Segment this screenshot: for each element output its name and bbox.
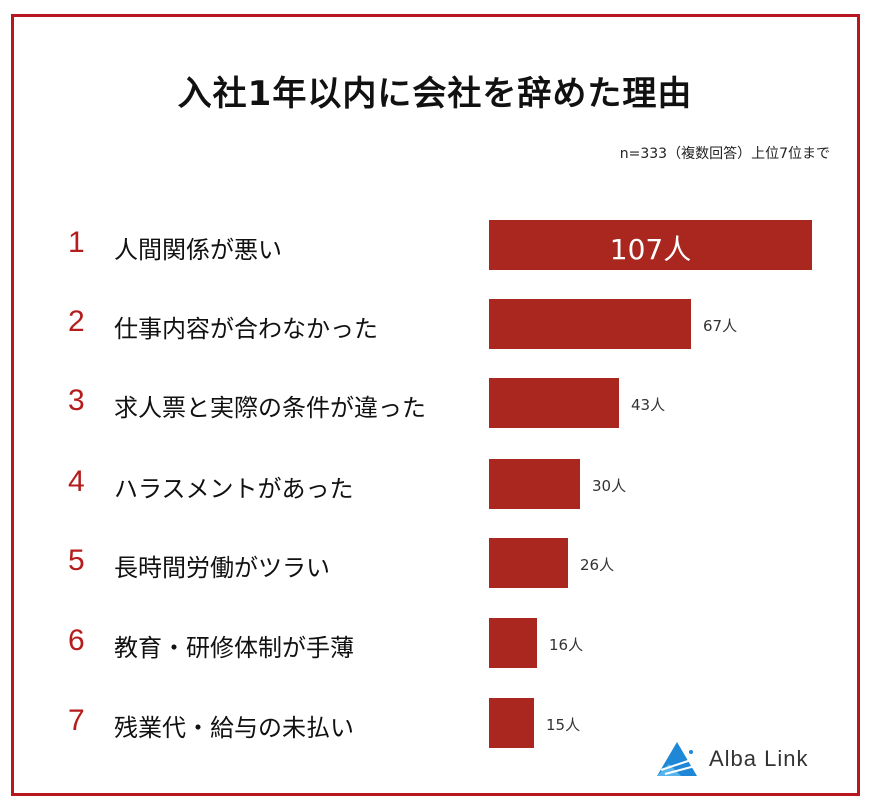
rank-number: 1 [68,226,85,259]
bar-value-label: 43人 [631,396,666,414]
bar [489,459,580,509]
bar [489,618,537,668]
reason-label: 求人票と実際の条件が違った [114,394,426,422]
reason-label: 残業代・給与の未払い [114,714,354,742]
rank-number: 2 [68,305,85,338]
bar [489,698,534,748]
rank-number: 6 [68,624,85,657]
bar-row: 7 残業代・給与の未払い 15人 [0,698,870,750]
reason-label: 仕事内容が合わなかった [114,315,378,343]
chart-frame [11,14,860,796]
reason-label: 教育・研修体制が手薄 [114,634,354,662]
logo-text: Alba Link [709,746,809,771]
bar-value-label: 30人 [592,477,627,495]
reason-label: ハラスメントがあった [114,475,354,503]
bar-row: 2 仕事内容が合わなかった 67人 [0,299,870,351]
bar-value-label: 16人 [549,636,584,654]
reason-label: 人間関係が悪い [114,236,282,264]
bar-row: 6 教育・研修体制が手薄 16人 [0,618,870,670]
bar-row: 4 ハラスメントがあった 30人 [0,459,870,511]
bar: 107人 [489,220,812,270]
bar-row: 3 求人票と実際の条件が違った 43人 [0,378,870,430]
bar-value-label: 26人 [580,556,615,574]
reason-label: 長時間労働がツラい [114,554,330,582]
bar-row: 1 人間関係が悪い 107人 [0,220,870,272]
bar-value-label: 67人 [703,317,738,335]
chart-title: 入社1年以内に会社を辞めた理由 [177,74,693,114]
sample-note: n=333（複数回答）上位7位まで [619,146,830,162]
rank-number: 3 [68,384,85,417]
rank-number: 7 [68,704,85,737]
bar-value-label: 15人 [546,716,581,734]
alba-link-logo: Alba Link [655,740,809,778]
triangle-logo-icon [657,742,697,776]
bar [489,538,568,588]
bar [489,378,619,428]
bar [489,299,691,349]
bar-row: 5 長時間労働がツラい 26人 [0,538,870,590]
bar-value-label: 107人 [609,233,692,266]
rank-number: 4 [68,465,85,498]
rank-number: 5 [68,544,85,577]
